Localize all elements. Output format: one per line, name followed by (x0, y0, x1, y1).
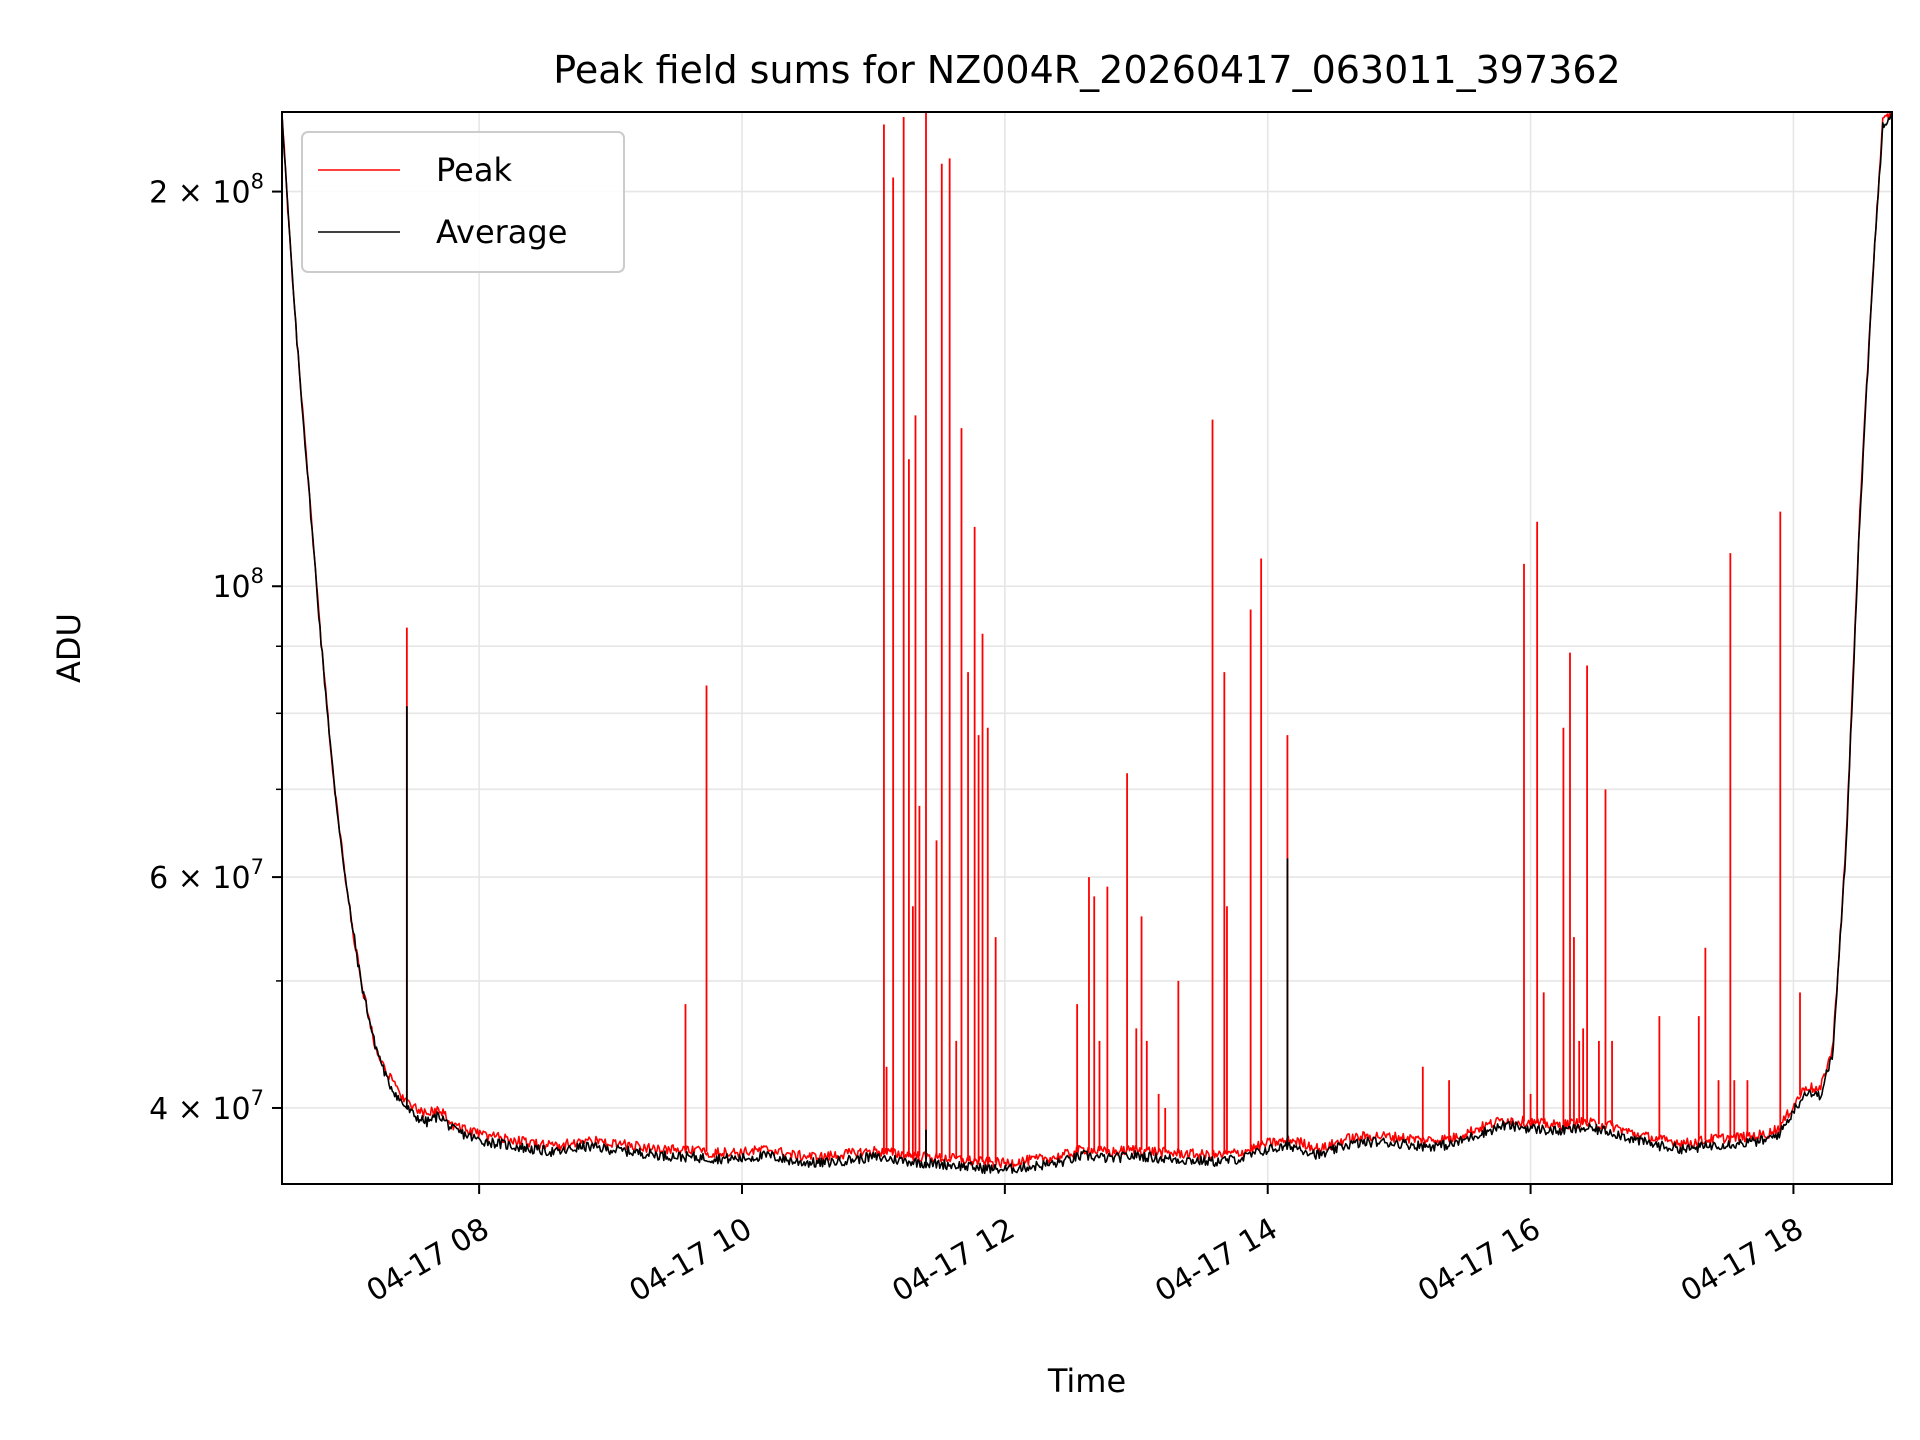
y-tick-label: 6 × 107 (149, 855, 264, 896)
legend-label-average: Average (436, 213, 567, 251)
series-average (281, 112, 1893, 1175)
series-line-average (281, 112, 1893, 1175)
chart-title: Peak field sums for NZ004R_20260417_0630… (553, 48, 1620, 92)
x-axis-label: Time (1047, 1362, 1126, 1400)
y-axis-label: ADU (50, 613, 88, 683)
legend-label-peak: Peak (436, 151, 512, 189)
plot-area (281, 111, 1893, 1175)
grid (282, 112, 1892, 1184)
plot-frame (281, 111, 1893, 1185)
y-tick-label: 2 × 108 (149, 170, 264, 211)
y-tick-label: 4 × 107 (149, 1086, 264, 1127)
y-tick-label: 108 (212, 564, 264, 605)
legend: Peak Average (301, 131, 625, 273)
legend-box (301, 131, 625, 273)
